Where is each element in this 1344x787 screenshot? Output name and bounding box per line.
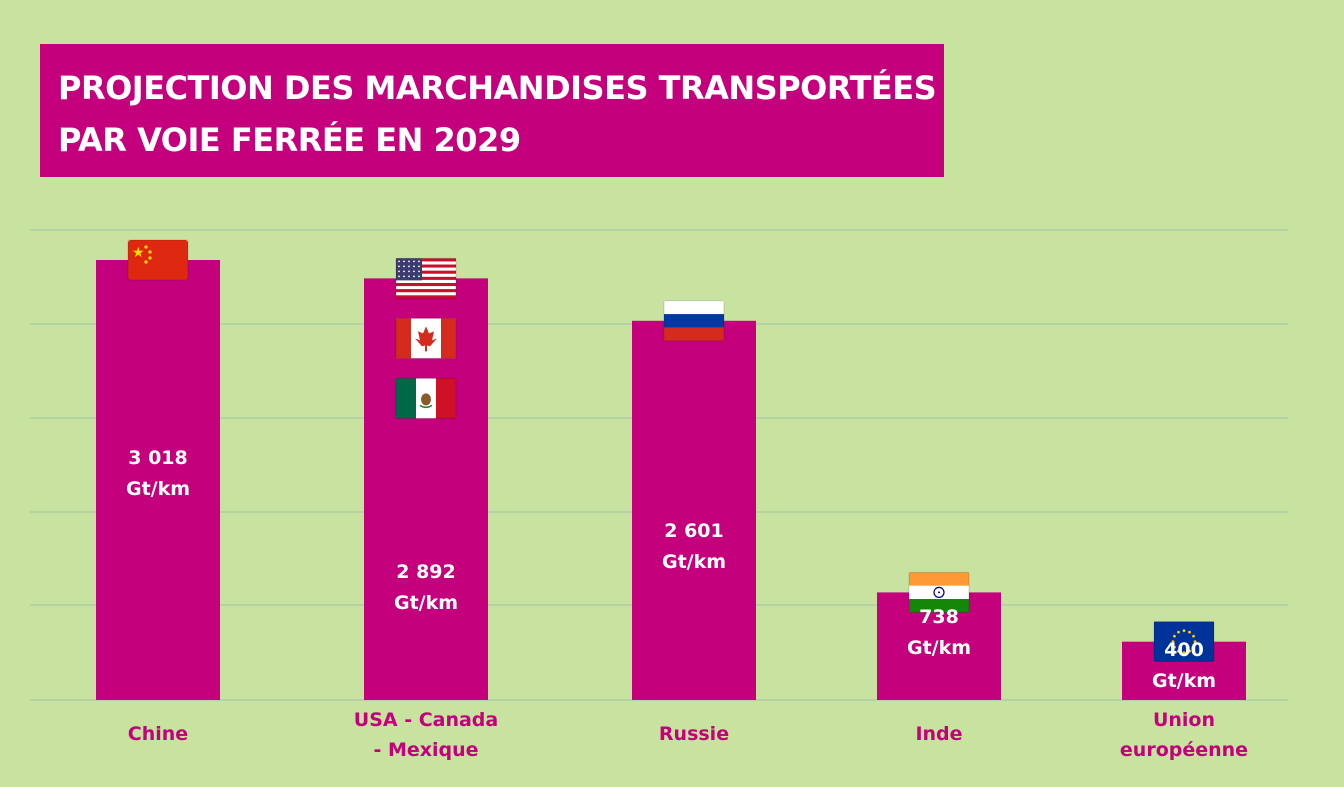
value-label: 3 018 (128, 447, 188, 469)
category-label: - Mexique (373, 739, 478, 761)
eu-flag (1153, 621, 1215, 663)
mexico-flag (395, 377, 457, 419)
svg-text:★: ★ (132, 245, 145, 261)
india-flag (908, 571, 970, 613)
value-label: 2 601 (664, 520, 724, 542)
category-label: Chine (128, 723, 188, 745)
value-label: Gt/km (126, 478, 190, 500)
value-label: Gt/km (662, 551, 726, 573)
category-label: européenne (1120, 739, 1248, 761)
chart-title-box: PROJECTION DES MARCHANDISES TRANSPORTÉES… (40, 44, 944, 177)
chart-title-line-1: PROJECTION DES MARCHANDISES TRANSPORTÉES (58, 69, 937, 107)
value-label: 738 (919, 606, 959, 628)
category-label: Union (1153, 709, 1215, 731)
value-label: 2 892 (396, 561, 456, 583)
bar-0 (96, 260, 220, 700)
canada-flag (395, 317, 457, 359)
value-label: 400 (1164, 639, 1204, 661)
china-flag: ★ (127, 239, 189, 281)
category-label: Inde (915, 723, 962, 745)
value-label: Gt/km (394, 592, 458, 614)
bar-2 (632, 320, 756, 700)
value-label: Gt/km (1152, 670, 1216, 692)
category-label: Russie (659, 723, 729, 745)
russia-flag (663, 300, 725, 342)
value-label: Gt/km (907, 637, 971, 659)
usa-flag (395, 257, 457, 299)
chart-title-line-2: PAR VOIE FERRÉE EN 2029 (58, 121, 521, 159)
category-label: USA - Canada (354, 709, 498, 731)
